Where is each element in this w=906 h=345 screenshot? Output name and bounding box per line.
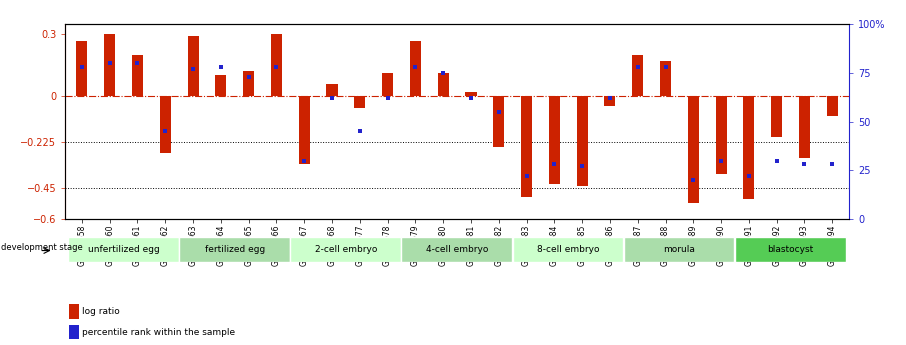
Bar (632, 55, 643, 96)
Bar (493, 96, 505, 147)
Text: unfertilized egg: unfertilized egg (88, 245, 159, 254)
Bar (688, 96, 699, 203)
Bar (624, 237, 735, 262)
Bar (69, 304, 79, 319)
Bar (576, 96, 588, 186)
Bar (132, 55, 143, 96)
Bar (188, 37, 198, 96)
Text: log ratio: log ratio (82, 307, 120, 316)
Bar (549, 96, 560, 184)
Bar (179, 237, 290, 262)
Text: development stage: development stage (1, 244, 83, 253)
Bar (716, 96, 727, 174)
Text: fertilized egg: fertilized egg (205, 245, 265, 254)
Text: percentile rank within the sample: percentile rank within the sample (82, 327, 236, 336)
Text: 2-cell embryo: 2-cell embryo (314, 245, 377, 254)
Text: 4-cell embryo: 4-cell embryo (426, 245, 488, 254)
Bar (743, 96, 755, 199)
Bar (299, 96, 310, 164)
Bar (326, 83, 338, 96)
Bar (354, 96, 365, 108)
Bar (382, 73, 393, 96)
Bar (290, 237, 401, 262)
Bar (513, 237, 623, 262)
Text: blastocyst: blastocyst (767, 245, 814, 254)
Bar (69, 325, 79, 339)
Bar (104, 34, 115, 96)
Bar (159, 96, 171, 154)
Bar (604, 96, 615, 106)
Bar (68, 237, 178, 262)
Bar (735, 237, 845, 262)
Bar (771, 96, 782, 137)
Text: 8-cell embryo: 8-cell embryo (537, 245, 600, 254)
Bar (521, 96, 532, 197)
Text: morula: morula (663, 245, 695, 254)
Bar (243, 71, 255, 96)
Bar (466, 92, 477, 96)
Bar (76, 41, 88, 96)
Bar (410, 41, 421, 96)
Bar (271, 34, 282, 96)
Bar (799, 96, 810, 158)
Bar (438, 73, 448, 96)
Bar (826, 96, 838, 117)
Bar (216, 76, 226, 96)
Bar (401, 237, 512, 262)
Bar (660, 61, 671, 96)
